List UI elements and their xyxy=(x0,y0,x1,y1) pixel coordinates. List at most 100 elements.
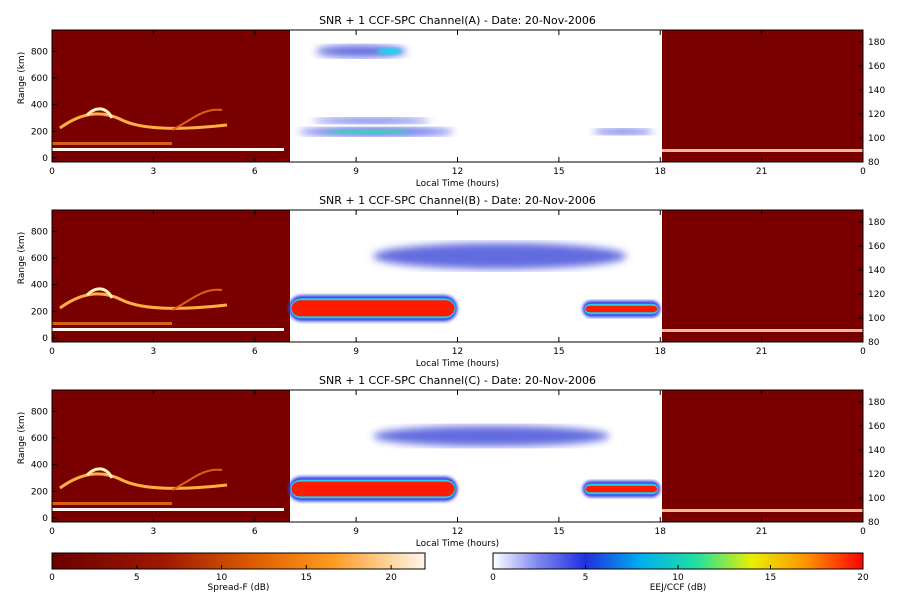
x-tick-label: 0 xyxy=(49,167,55,177)
colorbar-tick-label: 5 xyxy=(134,573,140,583)
x-tick-label: 21 xyxy=(756,167,767,177)
colorbar-tick-label: 20 xyxy=(385,573,397,583)
y-tick-label-right: 180 xyxy=(868,398,885,408)
colorbar-label: Spread-F (dB) xyxy=(208,583,270,593)
spread-f-region-right xyxy=(662,390,863,522)
colorbar-tick-label: 5 xyxy=(583,573,589,583)
x-tick-label: 12 xyxy=(452,167,463,177)
ccf-echo-2 xyxy=(373,425,610,447)
spread-f-trace-bottom xyxy=(52,148,284,151)
spread-f-region-right xyxy=(662,30,863,162)
x-tick-label: 0 xyxy=(49,527,55,537)
spread-f-plume-1 xyxy=(59,472,228,490)
y-tick-label-right: 160 xyxy=(868,62,885,72)
x-tick-label: 15 xyxy=(553,527,564,537)
spread-f-plume-3 xyxy=(171,108,223,131)
y-tick-label-left: 200 xyxy=(31,307,48,317)
y-tick-label-left: 800 xyxy=(31,47,48,57)
y-tick-label-right: 80 xyxy=(868,518,880,528)
y-tick-label-right: 100 xyxy=(868,494,885,504)
spread-f-region-left xyxy=(52,390,290,522)
x-tick-label: 6 xyxy=(252,167,258,177)
y-tick-label-right: 120 xyxy=(868,110,885,120)
colorbar-1: 0 5 10 15 20 EEJ/CCF (dB) xyxy=(490,552,869,593)
spread-f-plume-2 xyxy=(85,287,114,299)
spread-f-region-left xyxy=(52,30,290,162)
x-axis-label: Local Time (hours) xyxy=(416,539,499,549)
x-tick-label: 3 xyxy=(151,527,157,537)
spread-f-trace-bottom xyxy=(52,328,284,331)
colorbar-label: EEJ/CCF (dB) xyxy=(650,583,707,593)
colorbar-tick-label: 0 xyxy=(490,573,496,583)
y-tick-label-right: 140 xyxy=(868,266,885,276)
spread-f-trace-lower xyxy=(52,502,172,505)
y-tick-label-right: 80 xyxy=(868,158,880,168)
y-axis-label: Range (km) xyxy=(17,412,27,464)
x-tick-label: 21 xyxy=(756,347,767,357)
colorbar-tick-label: 15 xyxy=(765,573,776,583)
y-tick-label-left: 200 xyxy=(31,487,48,497)
y-axis-label: Range (km) xyxy=(17,52,27,104)
eej-echo-core-1 xyxy=(585,305,658,313)
colorbar-0: 0 5 10 15 20 Spread-F (dB) xyxy=(49,552,426,593)
y-tick-label-right: 180 xyxy=(868,38,885,48)
x-tick-label: 18 xyxy=(655,167,667,177)
y-tick-label-right: 80 xyxy=(868,338,880,348)
x-tick-label: 0 xyxy=(49,347,55,357)
colorbar-tick-label: 10 xyxy=(216,573,228,583)
x-tick-label: 12 xyxy=(452,347,463,357)
y-tick-label-right: 140 xyxy=(868,86,885,96)
spread-f-plume-2 xyxy=(85,107,114,119)
y-tick-label-left: 800 xyxy=(31,227,48,237)
eej-ccf-region xyxy=(290,390,662,522)
chart-title: SNR + 1 CCF-SPC Channel(A) - Date: 20-No… xyxy=(319,14,596,27)
chart-panel-1: SNR + 1 CCF-SPC Channel(B) - Date: 20-No… xyxy=(17,194,885,369)
x-tick-label: 6 xyxy=(252,527,258,537)
y-tick-label-right: 180 xyxy=(868,218,885,228)
chart-panel-0: SNR + 1 CCF-SPC Channel(A) - Date: 20-No… xyxy=(17,14,885,189)
y-tick-label-left: 800 xyxy=(31,407,48,417)
spread-f-plume-1 xyxy=(59,112,228,130)
spread-f-region-right xyxy=(662,210,863,342)
y-tick-label-right: 100 xyxy=(868,314,885,324)
x-axis-label: Local Time (hours) xyxy=(416,359,499,369)
x-tick-label: 9 xyxy=(353,167,359,177)
eej-echo-core-1 xyxy=(585,485,658,493)
y-tick-label-left: 600 xyxy=(31,74,48,84)
eej-echo-core-0 xyxy=(291,481,455,497)
spread-f-trace-right xyxy=(662,329,863,332)
spread-f-trace-right xyxy=(662,509,863,512)
x-tick-label: 3 xyxy=(151,347,157,357)
eej-echo-core-0 xyxy=(291,300,455,317)
eej-echo-peak-0 xyxy=(325,129,412,134)
y-tick-label-left: 400 xyxy=(31,101,48,111)
chart-title: SNR + 1 CCF-SPC Channel(C) - Date: 20-No… xyxy=(319,374,596,387)
colorbar-tick-label: 15 xyxy=(301,573,312,583)
y-tick-label-right: 160 xyxy=(868,242,885,252)
x-tick-label: 18 xyxy=(655,527,667,537)
x-tick-label: 12 xyxy=(452,527,463,537)
ccf-echo-2 xyxy=(373,243,627,270)
x-tick-label: 3 xyxy=(151,167,157,177)
chart-panel-2: SNR + 1 CCF-SPC Channel(C) - Date: 20-No… xyxy=(17,374,885,549)
eej-ccf-region xyxy=(290,210,662,342)
eej-echo-3 xyxy=(592,129,654,135)
x-tick-label: 9 xyxy=(353,347,359,357)
y-tick-label-right: 140 xyxy=(868,446,885,456)
ccf-echo-2 xyxy=(315,45,407,58)
x-tick-label: 6 xyxy=(252,347,258,357)
colorbar-gradient xyxy=(51,552,426,570)
x-tick-label: 9 xyxy=(353,527,359,537)
eej-echo-1 xyxy=(312,118,431,124)
y-tick-label-left: 0 xyxy=(42,154,48,164)
spread-f-trace-lower xyxy=(52,142,172,145)
y-tick-label-left: 0 xyxy=(42,514,48,524)
y-tick-label-left: 400 xyxy=(31,281,48,291)
x-tick-label: 18 xyxy=(655,347,667,357)
y-tick-label-right: 120 xyxy=(868,470,885,480)
y-tick-label-left: 600 xyxy=(31,254,48,264)
y-tick-label-left: 200 xyxy=(31,127,48,137)
spread-f-plume-2 xyxy=(85,467,114,479)
spread-f-plume-1 xyxy=(59,292,228,310)
y-axis-label: Range (km) xyxy=(17,232,27,284)
